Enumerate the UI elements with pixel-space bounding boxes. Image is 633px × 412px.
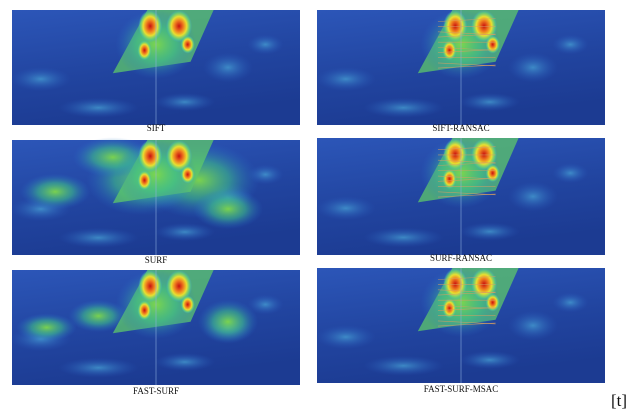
hot-spot (443, 138, 467, 170)
texture (552, 35, 588, 55)
hot-spot (486, 294, 500, 312)
hot-spot (442, 298, 456, 318)
hot-spot (181, 36, 195, 54)
hot-spot (443, 10, 467, 42)
hot-spot (443, 268, 467, 300)
texture (363, 356, 443, 376)
figure-panel: FAST-SURF (11, 270, 300, 396)
feature-cloud (20, 174, 90, 210)
figure-panel: SURF-RANSAC (316, 138, 605, 263)
hot-spot (138, 140, 162, 172)
hot-spot (486, 164, 500, 182)
texture (508, 182, 558, 212)
figure-panel: SIFT (11, 10, 300, 133)
hot-spot (138, 270, 162, 302)
texture (460, 223, 520, 241)
texture (460, 351, 520, 369)
feature-cloud (17, 314, 77, 342)
texture (508, 311, 558, 341)
feature-cloud (193, 189, 263, 229)
hot-spot (137, 170, 151, 190)
panel-caption: SIFT (147, 123, 166, 133)
hot-spot (486, 36, 500, 54)
texture (58, 358, 138, 378)
float-marker: [t] (611, 391, 627, 410)
texture (11, 67, 71, 91)
texture (363, 98, 443, 118)
figure-panel: SIFT-RANSAC (316, 10, 605, 133)
texture (508, 53, 558, 83)
hot-spot (137, 300, 151, 320)
texture (58, 228, 138, 248)
hot-spot (138, 10, 162, 42)
hot-spot (181, 296, 195, 314)
panel-caption: FAST-SURF (133, 386, 179, 396)
figure-panel: FAST-SURF-MSAC (316, 268, 605, 394)
feature-cloud (198, 300, 258, 344)
texture (552, 293, 588, 313)
figure-panel: SURF (11, 137, 300, 265)
texture (58, 98, 138, 118)
texture (316, 325, 376, 349)
texture (552, 163, 588, 183)
panel-caption: FAST-SURF-MSAC (424, 384, 499, 394)
texture (316, 196, 376, 220)
texture (247, 35, 283, 55)
texture (460, 93, 520, 111)
panel-caption: SURF (145, 255, 168, 265)
texture (203, 53, 253, 83)
texture (155, 93, 215, 111)
texture (363, 227, 443, 247)
texture (155, 223, 215, 241)
hot-spot (137, 40, 151, 60)
texture (155, 353, 215, 371)
texture (316, 67, 376, 91)
panel-caption: SURF-RANSAC (430, 253, 492, 263)
hot-spot (181, 166, 195, 184)
figure: [t] SIFT SIFT-RANSAC SURF SURF-RANSAC FAST-S… (0, 0, 633, 412)
hot-spot (442, 169, 456, 189)
panel-caption: SIFT-RANSAC (432, 123, 489, 133)
hot-spot (442, 40, 456, 60)
